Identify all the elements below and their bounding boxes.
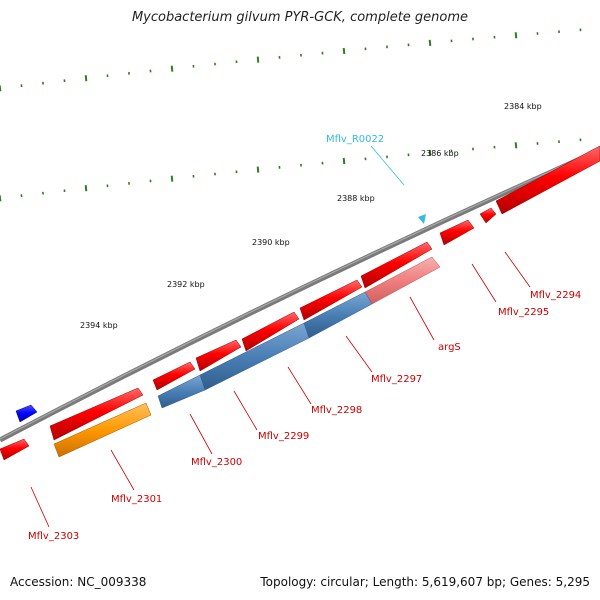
gene-arrow-blue-small[interactable] [15, 404, 38, 423]
span-bar-orange[interactable] [53, 402, 152, 458]
gene-arrow-mflv-2299[interactable] [195, 339, 242, 372]
gene-arrow-mflv-2295-a[interactable] [479, 207, 497, 224]
page-title: Mycobacterium gilvum PYR-GCK, complete g… [131, 10, 469, 25]
gene-span-bars [53, 256, 441, 458]
kbp-label-2384: 2384 kbp [504, 102, 542, 111]
gene-callout-lines [30, 251, 531, 528]
gene-arrow-mflv-2294[interactable] [495, 145, 600, 215]
gene-label-mflv-2294[interactable]: Mflv_2294 [530, 290, 581, 301]
kbp-label-2392: 2392 kbp [167, 280, 205, 289]
genome-backbone-highlight [0, 148, 600, 440]
accession-label: Accession: NC_009338 [10, 575, 147, 589]
major-tick [170, 65, 174, 72]
genome-summary: Topology: circular; Length: 5,619,607 bp… [260, 575, 590, 589]
major-tick [428, 39, 432, 46]
gene-arrow-argS[interactable] [360, 241, 433, 289]
major-tick [84, 75, 88, 82]
major-tick [514, 142, 518, 149]
gene-label-mflv-2299[interactable]: Mflv_2299 [258, 431, 309, 442]
forward-strand-genes [0, 145, 600, 461]
gene-label-mflv-2298[interactable]: Mflv_2298 [311, 405, 362, 416]
major-tick [256, 56, 260, 63]
major-tick [170, 175, 174, 182]
inner-tick-ring [0, 138, 582, 202]
gene-arrow-mflv-2301[interactable] [49, 387, 144, 441]
kbp-label-2394: 2394 kbp [80, 321, 118, 330]
rna-callout-line [370, 145, 405, 186]
gene-label-mflv-2303[interactable]: Mflv_2303 [28, 531, 79, 542]
gene-label-mflv-2300[interactable]: Mflv_2300 [191, 457, 242, 468]
gene-arrow-mflv-2298[interactable] [241, 311, 300, 352]
gene-label-argS[interactable]: argS [438, 342, 461, 353]
major-tick [342, 157, 346, 165]
gene-label-mflv-2297[interactable]: Mflv_2297 [371, 374, 422, 385]
major-tick [256, 166, 260, 173]
major-tick [84, 185, 88, 192]
major-tick [514, 32, 518, 39]
genome-backbone [0, 147, 600, 443]
kbp-label-2386: 2386 kbp [421, 149, 459, 158]
kbp-label-2390: 2390 kbp [252, 238, 290, 247]
gene-label-mflv-2295[interactable]: Mflv_2295 [498, 307, 549, 318]
rna-marker[interactable] [418, 214, 426, 224]
gene-arrow-mflv-2295[interactable] [439, 219, 475, 246]
outer-tick-ring [0, 28, 582, 92]
kbp-label-2388: 2388 kbp [337, 194, 375, 203]
gene-arrow-mflv-2303[interactable] [0, 438, 30, 461]
rna-label[interactable]: Mflv_R0022 [326, 134, 384, 145]
gene-arrow-mflv-2297[interactable] [299, 279, 363, 321]
gene-arrow-mflv-2300[interactable] [152, 361, 196, 391]
gene-label-mflv-2301[interactable]: Mflv_2301 [111, 494, 162, 505]
span-bar-blue-c[interactable] [157, 374, 206, 409]
major-tick [428, 149, 432, 156]
major-tick [342, 47, 346, 55]
